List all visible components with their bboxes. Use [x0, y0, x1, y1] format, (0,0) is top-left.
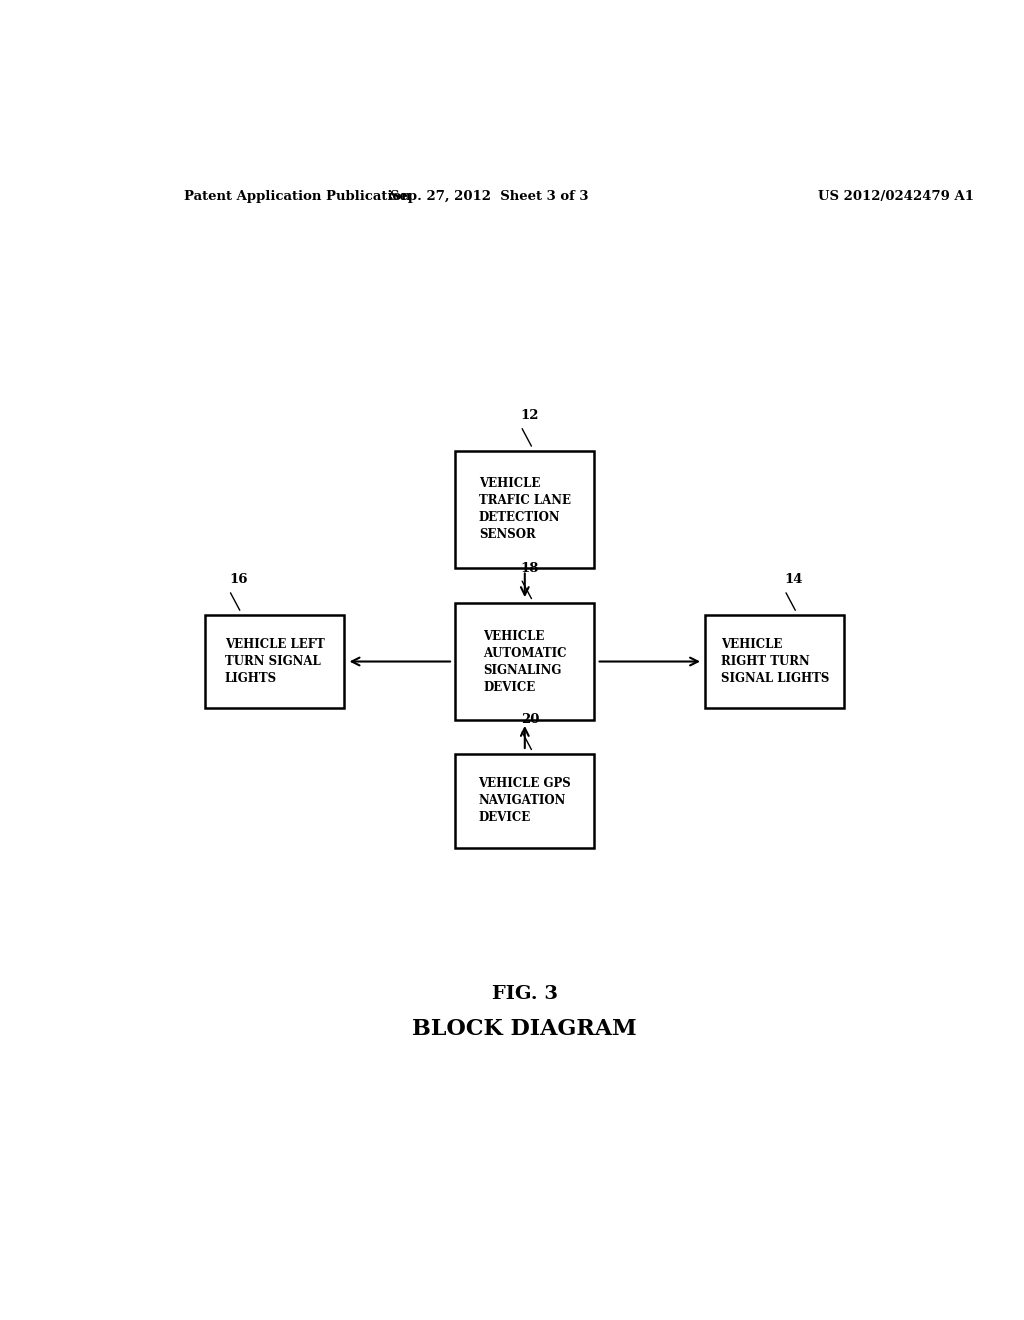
Text: FIG. 3: FIG. 3 — [492, 985, 558, 1003]
Text: US 2012/0242479 A1: US 2012/0242479 A1 — [818, 190, 975, 202]
Text: Patent Application Publication: Patent Application Publication — [183, 190, 411, 202]
Bar — [456, 603, 594, 719]
Text: 16: 16 — [229, 573, 248, 586]
Text: VEHICLE LEFT
TURN SIGNAL
LIGHTS: VEHICLE LEFT TURN SIGNAL LIGHTS — [225, 638, 325, 685]
Text: 20: 20 — [521, 713, 540, 726]
Text: 14: 14 — [784, 573, 803, 586]
Text: VEHICLE
TRAFIC LANE
DETECTION
SENSOR: VEHICLE TRAFIC LANE DETECTION SENSOR — [479, 477, 570, 541]
Text: 12: 12 — [521, 409, 540, 422]
Bar — [456, 754, 594, 847]
Text: VEHICLE
AUTOMATIC
SIGNALING
DEVICE: VEHICLE AUTOMATIC SIGNALING DEVICE — [483, 630, 566, 693]
Text: 18: 18 — [521, 561, 540, 574]
Text: VEHICLE GPS
NAVIGATION
DEVICE: VEHICLE GPS NAVIGATION DEVICE — [478, 777, 571, 824]
Text: Sep. 27, 2012  Sheet 3 of 3: Sep. 27, 2012 Sheet 3 of 3 — [390, 190, 589, 202]
Bar — [206, 615, 344, 709]
Bar — [456, 450, 594, 568]
Text: VEHICLE
RIGHT TURN
SIGNAL LIGHTS: VEHICLE RIGHT TURN SIGNAL LIGHTS — [721, 638, 829, 685]
Bar — [706, 615, 844, 709]
Text: BLOCK DIAGRAM: BLOCK DIAGRAM — [413, 1019, 637, 1040]
